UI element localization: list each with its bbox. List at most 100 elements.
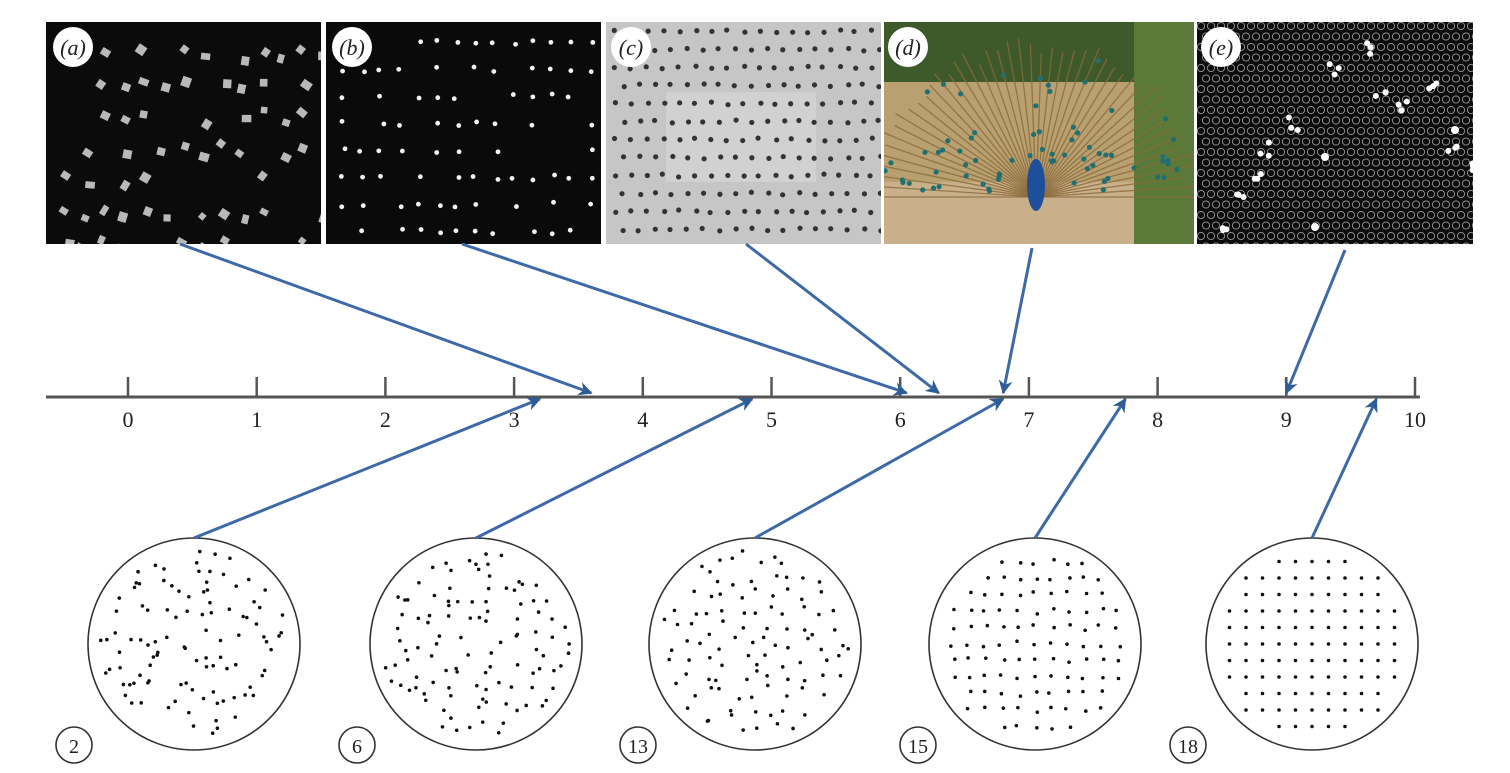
pattern-dot bbox=[177, 589, 181, 593]
panel-c-hole bbox=[805, 63, 811, 70]
panel-e-facet bbox=[1241, 74, 1251, 83]
panel-c-hole bbox=[644, 172, 650, 179]
pattern-dot bbox=[1101, 606, 1106, 611]
panel-a-label-badge bbox=[53, 27, 93, 67]
panel-e-bright-spot bbox=[1367, 50, 1374, 57]
panel-c-hole bbox=[611, 64, 617, 71]
panel-d-texture bbox=[884, 22, 1194, 244]
panel-e-bright-spot bbox=[1331, 71, 1338, 78]
panel-e-facet bbox=[1381, 74, 1391, 83]
pattern-dot bbox=[802, 678, 807, 683]
panel-e-facet bbox=[1366, 189, 1376, 199]
panel-e-facet bbox=[1276, 126, 1286, 136]
panel-e-facet bbox=[1366, 210, 1376, 220]
panel-e-facet bbox=[1366, 231, 1376, 241]
pattern-dot bbox=[773, 555, 777, 559]
panel-e-facet bbox=[1336, 84, 1346, 94]
panel-e-facet bbox=[1271, 200, 1281, 209]
panel-a-blob bbox=[198, 151, 210, 163]
panel-c-hole bbox=[795, 83, 801, 89]
pattern-dot bbox=[204, 628, 208, 633]
pattern-dot bbox=[442, 708, 446, 713]
panel-c-hole bbox=[662, 100, 668, 106]
panel-e-facet bbox=[1431, 32, 1441, 41]
pattern-dot bbox=[1343, 675, 1347, 679]
panel-e-facet bbox=[1366, 42, 1376, 52]
pattern-dot bbox=[1310, 559, 1314, 564]
panel-b-dot bbox=[381, 121, 387, 127]
tick-label-2: 2 bbox=[380, 407, 391, 432]
panel-e-facet bbox=[1411, 95, 1421, 104]
panel-e-facet bbox=[1201, 137, 1211, 146]
panel-b-dot bbox=[360, 174, 365, 180]
pattern-dot bbox=[753, 587, 758, 591]
panel-b-dot bbox=[456, 149, 462, 155]
panel-c-hole bbox=[846, 155, 852, 161]
panel-e-facet bbox=[1301, 53, 1311, 62]
panel-c-hole bbox=[772, 101, 778, 107]
pattern-dot bbox=[218, 655, 223, 660]
pattern-dot bbox=[1066, 689, 1071, 694]
pattern-dot bbox=[449, 568, 453, 573]
panel-e-bright-spot bbox=[1321, 153, 1329, 161]
panel-c-hole bbox=[708, 173, 715, 179]
panel-e-facet bbox=[1376, 231, 1386, 241]
panel-e-facet bbox=[1246, 126, 1256, 136]
panel-d-eyespot bbox=[1160, 153, 1166, 160]
panel-c-hole bbox=[806, 137, 812, 143]
panel-e-facet bbox=[1316, 210, 1326, 220]
panel-e-facet bbox=[1286, 210, 1296, 220]
pattern-dot bbox=[446, 614, 451, 618]
pattern-dot bbox=[129, 701, 134, 705]
panel-c-hole bbox=[766, 155, 772, 162]
panel-e-facet bbox=[1236, 168, 1246, 178]
panel-e-facet bbox=[1231, 74, 1241, 83]
panel-e-facet bbox=[1406, 84, 1416, 94]
panel-e-facet bbox=[1446, 189, 1456, 199]
panel-e-facet bbox=[1251, 137, 1261, 146]
panel-c-hole bbox=[669, 120, 675, 126]
panel-e-facet bbox=[1281, 221, 1291, 230]
pattern-dot bbox=[430, 565, 435, 570]
panel-e-facet bbox=[1316, 84, 1326, 94]
pattern-dot bbox=[148, 663, 152, 667]
panel-e-facet bbox=[1371, 74, 1381, 83]
panel-e-facet bbox=[1291, 32, 1301, 41]
pattern-dot bbox=[1031, 562, 1035, 566]
panel-d-eyespot bbox=[1070, 124, 1077, 130]
panel-e-facet bbox=[1306, 63, 1316, 73]
panel-e-facet bbox=[1432, 242, 1440, 244]
panel-e-facet bbox=[1446, 231, 1456, 241]
panel-e-facet bbox=[1301, 158, 1311, 167]
panel-e-facet bbox=[1446, 84, 1456, 94]
panel-e-bright-spot bbox=[1469, 162, 1473, 169]
panel-e-facet bbox=[1246, 147, 1256, 157]
panel-e-facet bbox=[1351, 32, 1361, 41]
panel-e-facet bbox=[1461, 53, 1471, 62]
panel-c-hole bbox=[748, 189, 754, 195]
pattern-dot bbox=[405, 657, 410, 662]
pattern-dot bbox=[477, 615, 482, 620]
panel-e-facet bbox=[1441, 74, 1451, 83]
pattern-dot bbox=[204, 664, 209, 669]
panel-e-facet bbox=[1301, 179, 1311, 188]
pattern-dot bbox=[184, 681, 188, 685]
panel-d-eyespot bbox=[1090, 162, 1096, 168]
panel-e-facet bbox=[1411, 32, 1421, 41]
panel-e-facet bbox=[1296, 63, 1306, 73]
panel-e-facet bbox=[1362, 242, 1370, 244]
pattern-dot bbox=[221, 572, 226, 577]
pattern-dot bbox=[1343, 625, 1347, 630]
pattern-dot bbox=[746, 653, 751, 658]
pattern-dot bbox=[841, 643, 845, 648]
panel-e-facet bbox=[1371, 137, 1381, 146]
tick-label-7: 7 bbox=[1023, 407, 1034, 432]
panel-a-blob bbox=[98, 204, 110, 217]
panel-c-hole bbox=[620, 227, 626, 234]
pattern-dot bbox=[514, 634, 519, 638]
pattern-dot bbox=[497, 680, 501, 685]
panel-e-facet bbox=[1331, 158, 1341, 167]
panel-e-facet bbox=[1446, 63, 1456, 73]
pattern-dot bbox=[693, 693, 697, 698]
panel-e-facet bbox=[1376, 189, 1386, 199]
